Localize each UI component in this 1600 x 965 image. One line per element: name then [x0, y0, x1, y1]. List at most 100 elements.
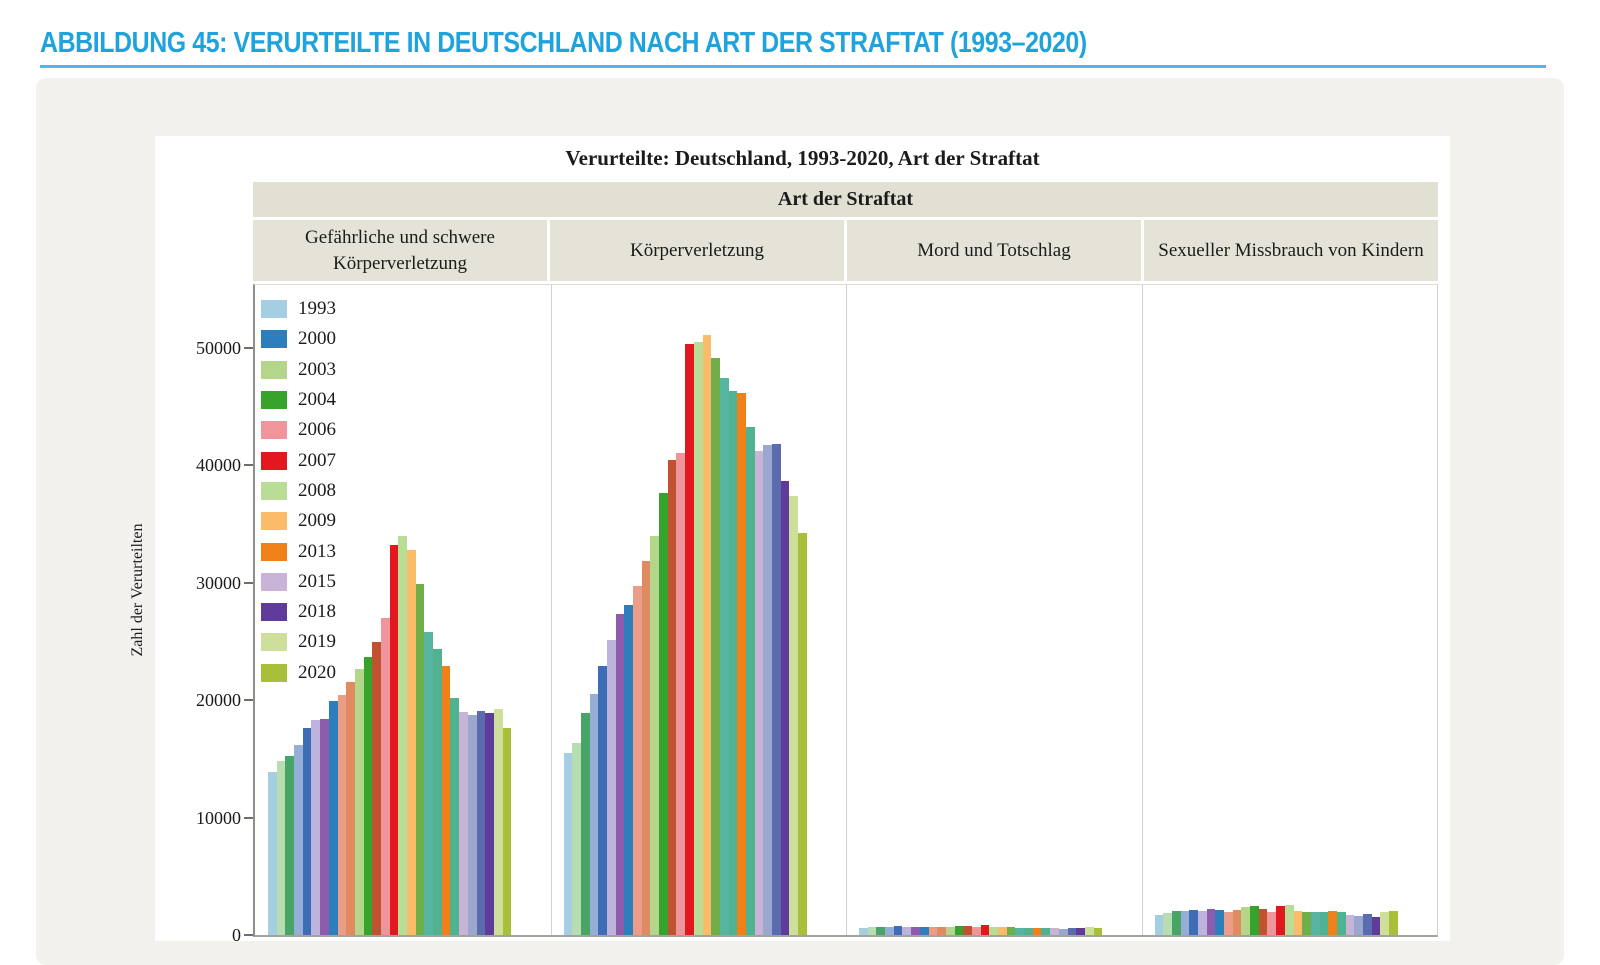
bar-2010: [1006, 926, 1016, 935]
bar-2020: [798, 533, 807, 935]
bar-1997: [302, 728, 312, 935]
y-tick-mark: [244, 934, 253, 936]
bar-2012: [728, 390, 738, 935]
bar-1994: [1163, 913, 1172, 935]
y-tick-label: 50000: [196, 337, 241, 358]
legend-label: 2018: [298, 601, 336, 623]
bar-group-panel-1: [268, 535, 512, 935]
bar-2013: [737, 393, 746, 935]
bar-2014: [450, 697, 460, 935]
bar-2004: [954, 926, 964, 935]
bar-2007: [980, 924, 990, 935]
column-header-label: Gefährliche und schwere Körperverletzung: [305, 227, 495, 274]
bar-2008: [989, 927, 998, 935]
bar-1993: [268, 771, 277, 935]
bar-1995: [876, 927, 886, 935]
bar-2003: [354, 669, 364, 935]
legend-item-1993: 1993: [261, 294, 336, 324]
legend-swatch: [261, 300, 287, 319]
bar-2004: [659, 493, 668, 935]
bar-2016: [1058, 928, 1068, 935]
bar-2005: [372, 642, 381, 935]
bar-1999: [1206, 909, 1216, 935]
legend-item-2013: 2013: [261, 536, 336, 566]
bar-2011: [1015, 927, 1025, 935]
plot-area: 1993 2000 2003 2004 2006 2007 2008 2009 2013 2015…: [253, 284, 1438, 937]
bar-2005: [667, 460, 677, 935]
legend-label: 2013: [298, 540, 336, 562]
bar-2001: [1224, 911, 1233, 935]
column-header-1: Gefährliche und schwere Körperverletzung: [253, 220, 547, 281]
bar-2006: [676, 453, 686, 935]
bar-1993: [1154, 914, 1164, 935]
bar-2020: [502, 728, 512, 935]
bar-group-panel-4: [1154, 905, 1398, 935]
bar-2008: [1284, 905, 1294, 935]
y-tick-label: 20000: [196, 690, 241, 710]
legend-item-2003: 2003: [261, 355, 336, 385]
y-axis-label: Zahl der Verurteilten: [129, 523, 146, 657]
legend-swatch: [261, 421, 287, 440]
legend-item-2004: 2004: [261, 385, 336, 415]
bar-2019: [789, 495, 799, 935]
y-tick-label: 30000: [196, 572, 241, 593]
legend-item-2020: 2020: [261, 658, 336, 688]
y-tick-mark: [244, 699, 253, 701]
bar-2000: [1215, 909, 1224, 935]
bar-2019: [493, 709, 503, 935]
legend-label: 2015: [298, 570, 336, 592]
bar-2007: [685, 343, 694, 935]
bar-2009: [702, 334, 712, 935]
legend-item-2007: 2007: [261, 445, 336, 475]
bar-2011: [1310, 912, 1320, 935]
legend-label: 2019: [298, 631, 336, 653]
bar-2007: [389, 544, 399, 935]
bar-1994: [572, 743, 581, 935]
bar-2000: [624, 604, 633, 935]
bar-2018: [485, 712, 494, 935]
legend-item-2019: 2019: [261, 627, 336, 657]
legend-label: 2000: [298, 328, 336, 350]
bar-2015: [1345, 914, 1355, 935]
bar-2014: [1336, 911, 1346, 935]
y-tick-label: 0: [232, 925, 241, 945]
bar-2006: [380, 617, 390, 935]
legend-label: 2008: [298, 479, 336, 501]
legend-label: 2004: [298, 389, 336, 411]
legend-label: 1993: [298, 298, 336, 320]
bar-2002: [937, 927, 946, 935]
column-header-label: Körperverletzung: [630, 239, 764, 261]
bar-1996: [294, 744, 303, 935]
group-header-label: Art der Straftat: [777, 188, 914, 210]
legend-item-2015: 2015: [261, 567, 336, 597]
bar-2020: [1093, 927, 1103, 935]
legend-swatch: [261, 391, 287, 410]
legend-swatch: [261, 603, 287, 622]
legend-item-2008: 2008: [261, 476, 336, 506]
bar-2001: [928, 927, 938, 935]
bar-1995: [580, 712, 590, 935]
bar-2002: [1232, 909, 1242, 935]
y-tick-mark: [244, 581, 253, 584]
bar-1994: [276, 761, 286, 935]
figure-background: Verurteilte: Deutschland, 1993-2020, Art…: [36, 78, 1564, 965]
bar-2012: [1024, 927, 1033, 935]
y-tick-mark: [244, 816, 253, 819]
bar-1998: [902, 926, 912, 935]
legend-item-2000: 2000: [261, 324, 336, 354]
bar-2013: [1032, 928, 1042, 935]
y-tick-label: 10000: [196, 807, 241, 828]
legend-label: 2020: [298, 661, 336, 683]
bar-2006: [1267, 912, 1277, 935]
bar-2018: [1076, 928, 1085, 935]
bar-1996: [1180, 910, 1190, 935]
y-tick-mark: [244, 464, 253, 466]
bar-2013: [441, 665, 451, 935]
panel-divider: [1141, 285, 1143, 935]
legend-swatch: [261, 512, 287, 531]
legend-label: 2009: [298, 510, 336, 532]
legend-item-2006: 2006: [261, 415, 336, 445]
bar-2016: [763, 445, 772, 935]
column-header-3: Mord und Totschlag: [847, 220, 1141, 281]
bar-1999: [911, 927, 920, 935]
